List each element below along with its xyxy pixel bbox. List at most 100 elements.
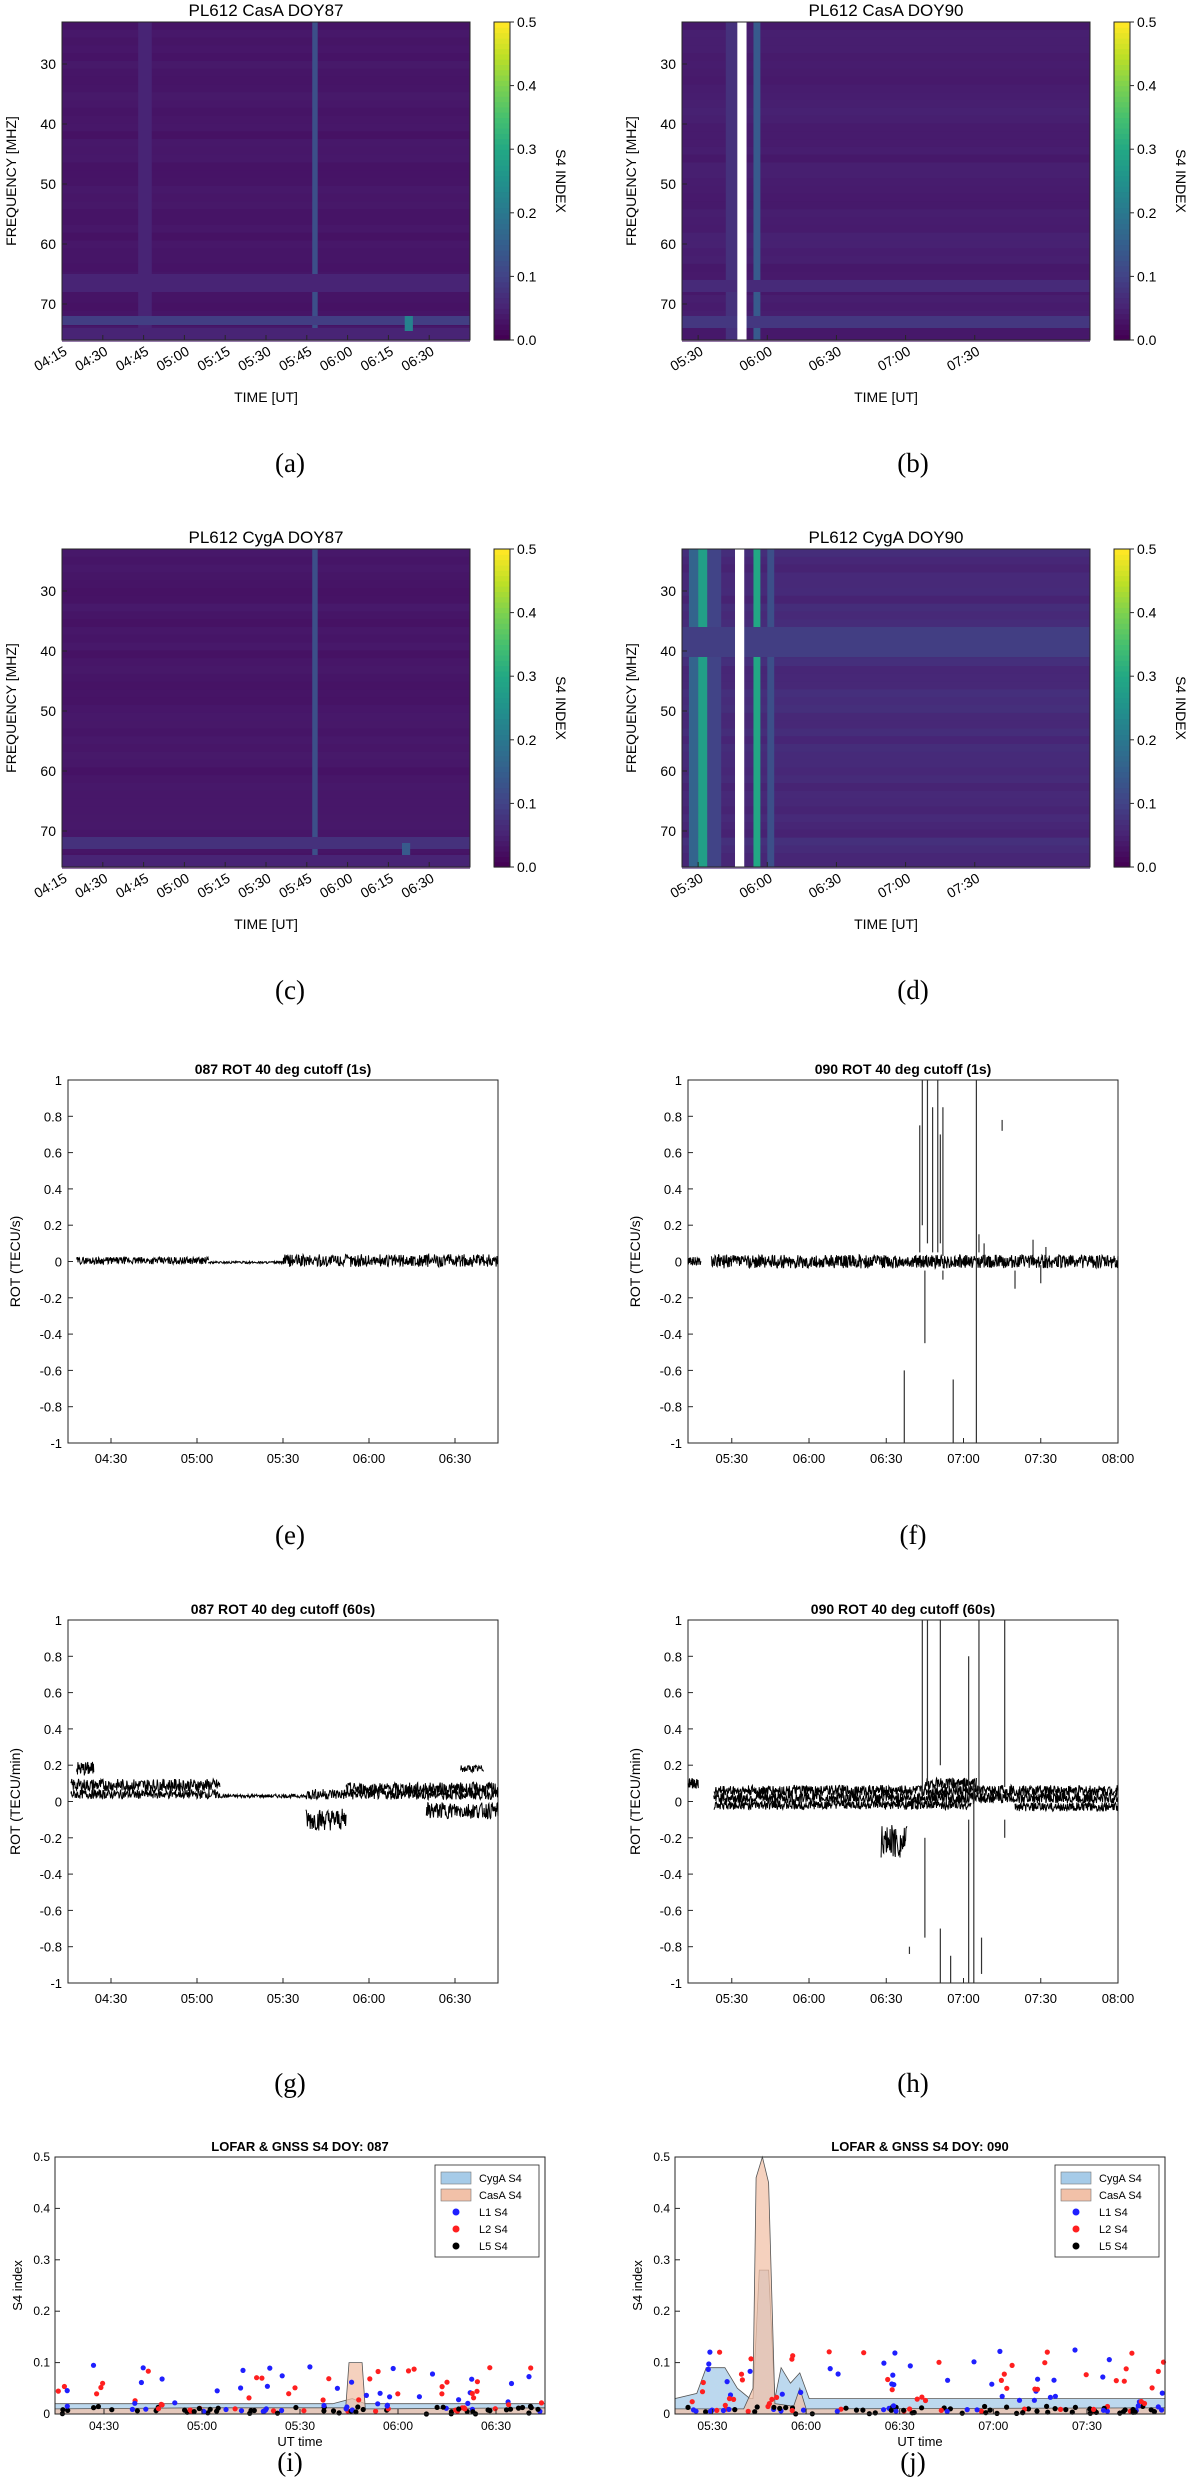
chart-rot-087-60s: 087 ROT 40 deg cutoff (60s) -1 -0.8 -0.6 -0.… bbox=[7, 1601, 499, 2006]
colorbar-step bbox=[494, 244, 510, 251]
l5-s4-point bbox=[901, 2407, 907, 2413]
colorbar-step bbox=[494, 297, 510, 304]
colorbar-step bbox=[494, 623, 510, 630]
l2-s4-point bbox=[286, 2391, 292, 2397]
colorbar-tick-label: 0.2 bbox=[517, 732, 537, 748]
l5-s4-point bbox=[321, 2408, 327, 2414]
colorbar-step bbox=[494, 845, 510, 852]
y-tick-label: -0.8 bbox=[40, 1400, 62, 1415]
colorbar-step bbox=[1114, 670, 1130, 677]
heatmap-row bbox=[62, 170, 470, 179]
heatmap-row bbox=[62, 728, 470, 737]
l5-s4-point bbox=[526, 2410, 532, 2416]
l1-s4-point bbox=[989, 2381, 995, 2387]
heatmap-row bbox=[62, 658, 470, 667]
l1-s4-point bbox=[238, 2408, 245, 2414]
heatmap-row bbox=[682, 712, 1090, 721]
colorbar-step bbox=[1114, 824, 1130, 831]
l1-s4-point bbox=[1035, 2376, 1041, 2382]
colorbar-step bbox=[494, 607, 510, 614]
l5-s4-point bbox=[247, 2410, 253, 2416]
colorbar-step bbox=[1114, 655, 1130, 661]
colorbar-step bbox=[494, 196, 510, 203]
l2-s4-point bbox=[722, 2402, 728, 2408]
l2-s4-point bbox=[367, 2376, 373, 2382]
heatmap-freq-band bbox=[62, 328, 470, 340]
chart-title: LOFAR & GNSS S4 DOY: 090 bbox=[831, 2139, 1008, 2154]
colorbar-step bbox=[494, 697, 510, 704]
rot-series-line bbox=[460, 1764, 485, 1774]
heatmap-row bbox=[682, 232, 1090, 241]
l1-s4-point bbox=[964, 2407, 970, 2413]
colorbar-step bbox=[1114, 708, 1130, 714]
l2-s4-point bbox=[889, 2387, 895, 2393]
heatmap-row bbox=[62, 744, 470, 752]
x-tick-label: 08:00 bbox=[1102, 1451, 1135, 1466]
x-tick-label: 06:30 bbox=[439, 1991, 472, 2006]
heatmap-row bbox=[682, 783, 1090, 791]
l5-s4-point bbox=[1052, 2406, 1058, 2412]
y-tick-label: -0.6 bbox=[40, 1363, 62, 1378]
l2-s4-point bbox=[55, 2388, 61, 2394]
heatmap-row bbox=[62, 611, 470, 620]
y-tick-label: 0.4 bbox=[653, 2201, 670, 2215]
heatmap-row bbox=[682, 728, 1090, 737]
l2-s4-point bbox=[1155, 2368, 1161, 2374]
heatmap-row bbox=[682, 861, 1090, 869]
colorbar-step bbox=[1114, 591, 1130, 598]
rot-series-line bbox=[880, 1825, 908, 1858]
colorbar-tick-label: 0.5 bbox=[1137, 14, 1157, 30]
caption-d: (d) bbox=[897, 975, 929, 1005]
colorbar-step bbox=[494, 739, 510, 746]
l1-s4-point bbox=[944, 2408, 950, 2414]
chart-title: LOFAR & GNSS S4 DOY: 087 bbox=[211, 2139, 388, 2154]
heatmap-time-band bbox=[707, 549, 722, 867]
y-tick-label: 0.2 bbox=[653, 2304, 670, 2318]
heatmap-freq-band bbox=[682, 627, 1090, 657]
l1-s4-point bbox=[891, 2403, 897, 2409]
colorbar-step bbox=[1114, 734, 1130, 741]
colorbar-step bbox=[494, 554, 510, 561]
legend-label: L2 S4 bbox=[479, 2224, 508, 2236]
l5-s4-point bbox=[1044, 2403, 1050, 2409]
colorbar-frame bbox=[493, 548, 511, 868]
heatmap-row bbox=[682, 310, 1090, 319]
x-tick-label: 06:30 bbox=[870, 1451, 903, 1466]
heatmap-row bbox=[62, 720, 470, 729]
colorbar-step bbox=[1114, 59, 1130, 65]
l5-s4-point bbox=[853, 2407, 860, 2413]
x-tick-label: 05:30 bbox=[715, 1991, 748, 2006]
colorbar-step bbox=[1114, 154, 1130, 161]
heatmap-row bbox=[62, 595, 470, 604]
y-tick-label: 0.2 bbox=[664, 1758, 682, 1773]
y-tick-label: 1 bbox=[675, 1073, 682, 1088]
l1-s4-point bbox=[263, 2406, 269, 2412]
colorbar-step bbox=[494, 37, 510, 44]
l5-s4-point bbox=[1063, 2407, 1069, 2413]
colorbar-step bbox=[494, 681, 510, 688]
x-tick-label: 05:30 bbox=[697, 2419, 727, 2433]
l2-s4-point bbox=[714, 2407, 720, 2413]
colorbar-step bbox=[494, 329, 510, 336]
colorbar-step bbox=[494, 835, 510, 842]
legend-label: L5 S4 bbox=[1099, 2241, 1128, 2253]
x-tick-label: 07:00 bbox=[875, 870, 914, 901]
x-tick-label: 06:00 bbox=[793, 1451, 826, 1466]
l5-s4-point bbox=[360, 2406, 366, 2413]
x-tick-label: 06:00 bbox=[736, 343, 775, 374]
l1-s4-point bbox=[159, 2376, 165, 2382]
y-tick-label: 0.6 bbox=[664, 1686, 682, 1701]
colorbar-step bbox=[1114, 22, 1130, 28]
l5-s4-point bbox=[519, 2404, 526, 2411]
l5-s4-point bbox=[752, 2409, 758, 2415]
x-tick-label: 04:30 bbox=[95, 1451, 128, 1466]
colorbar-step bbox=[1114, 133, 1130, 140]
y-tick-label: 30 bbox=[40, 583, 56, 599]
heatmap-row bbox=[682, 92, 1090, 101]
y-tick-label: -0.2 bbox=[660, 1291, 682, 1306]
chart-title: PL612 CygA DOY90 bbox=[809, 528, 964, 547]
heatmap-row bbox=[62, 193, 470, 202]
y-tick-label: 0.4 bbox=[664, 1722, 682, 1737]
l1-s4-point bbox=[835, 2371, 841, 2377]
colorbar-step bbox=[1114, 271, 1130, 277]
